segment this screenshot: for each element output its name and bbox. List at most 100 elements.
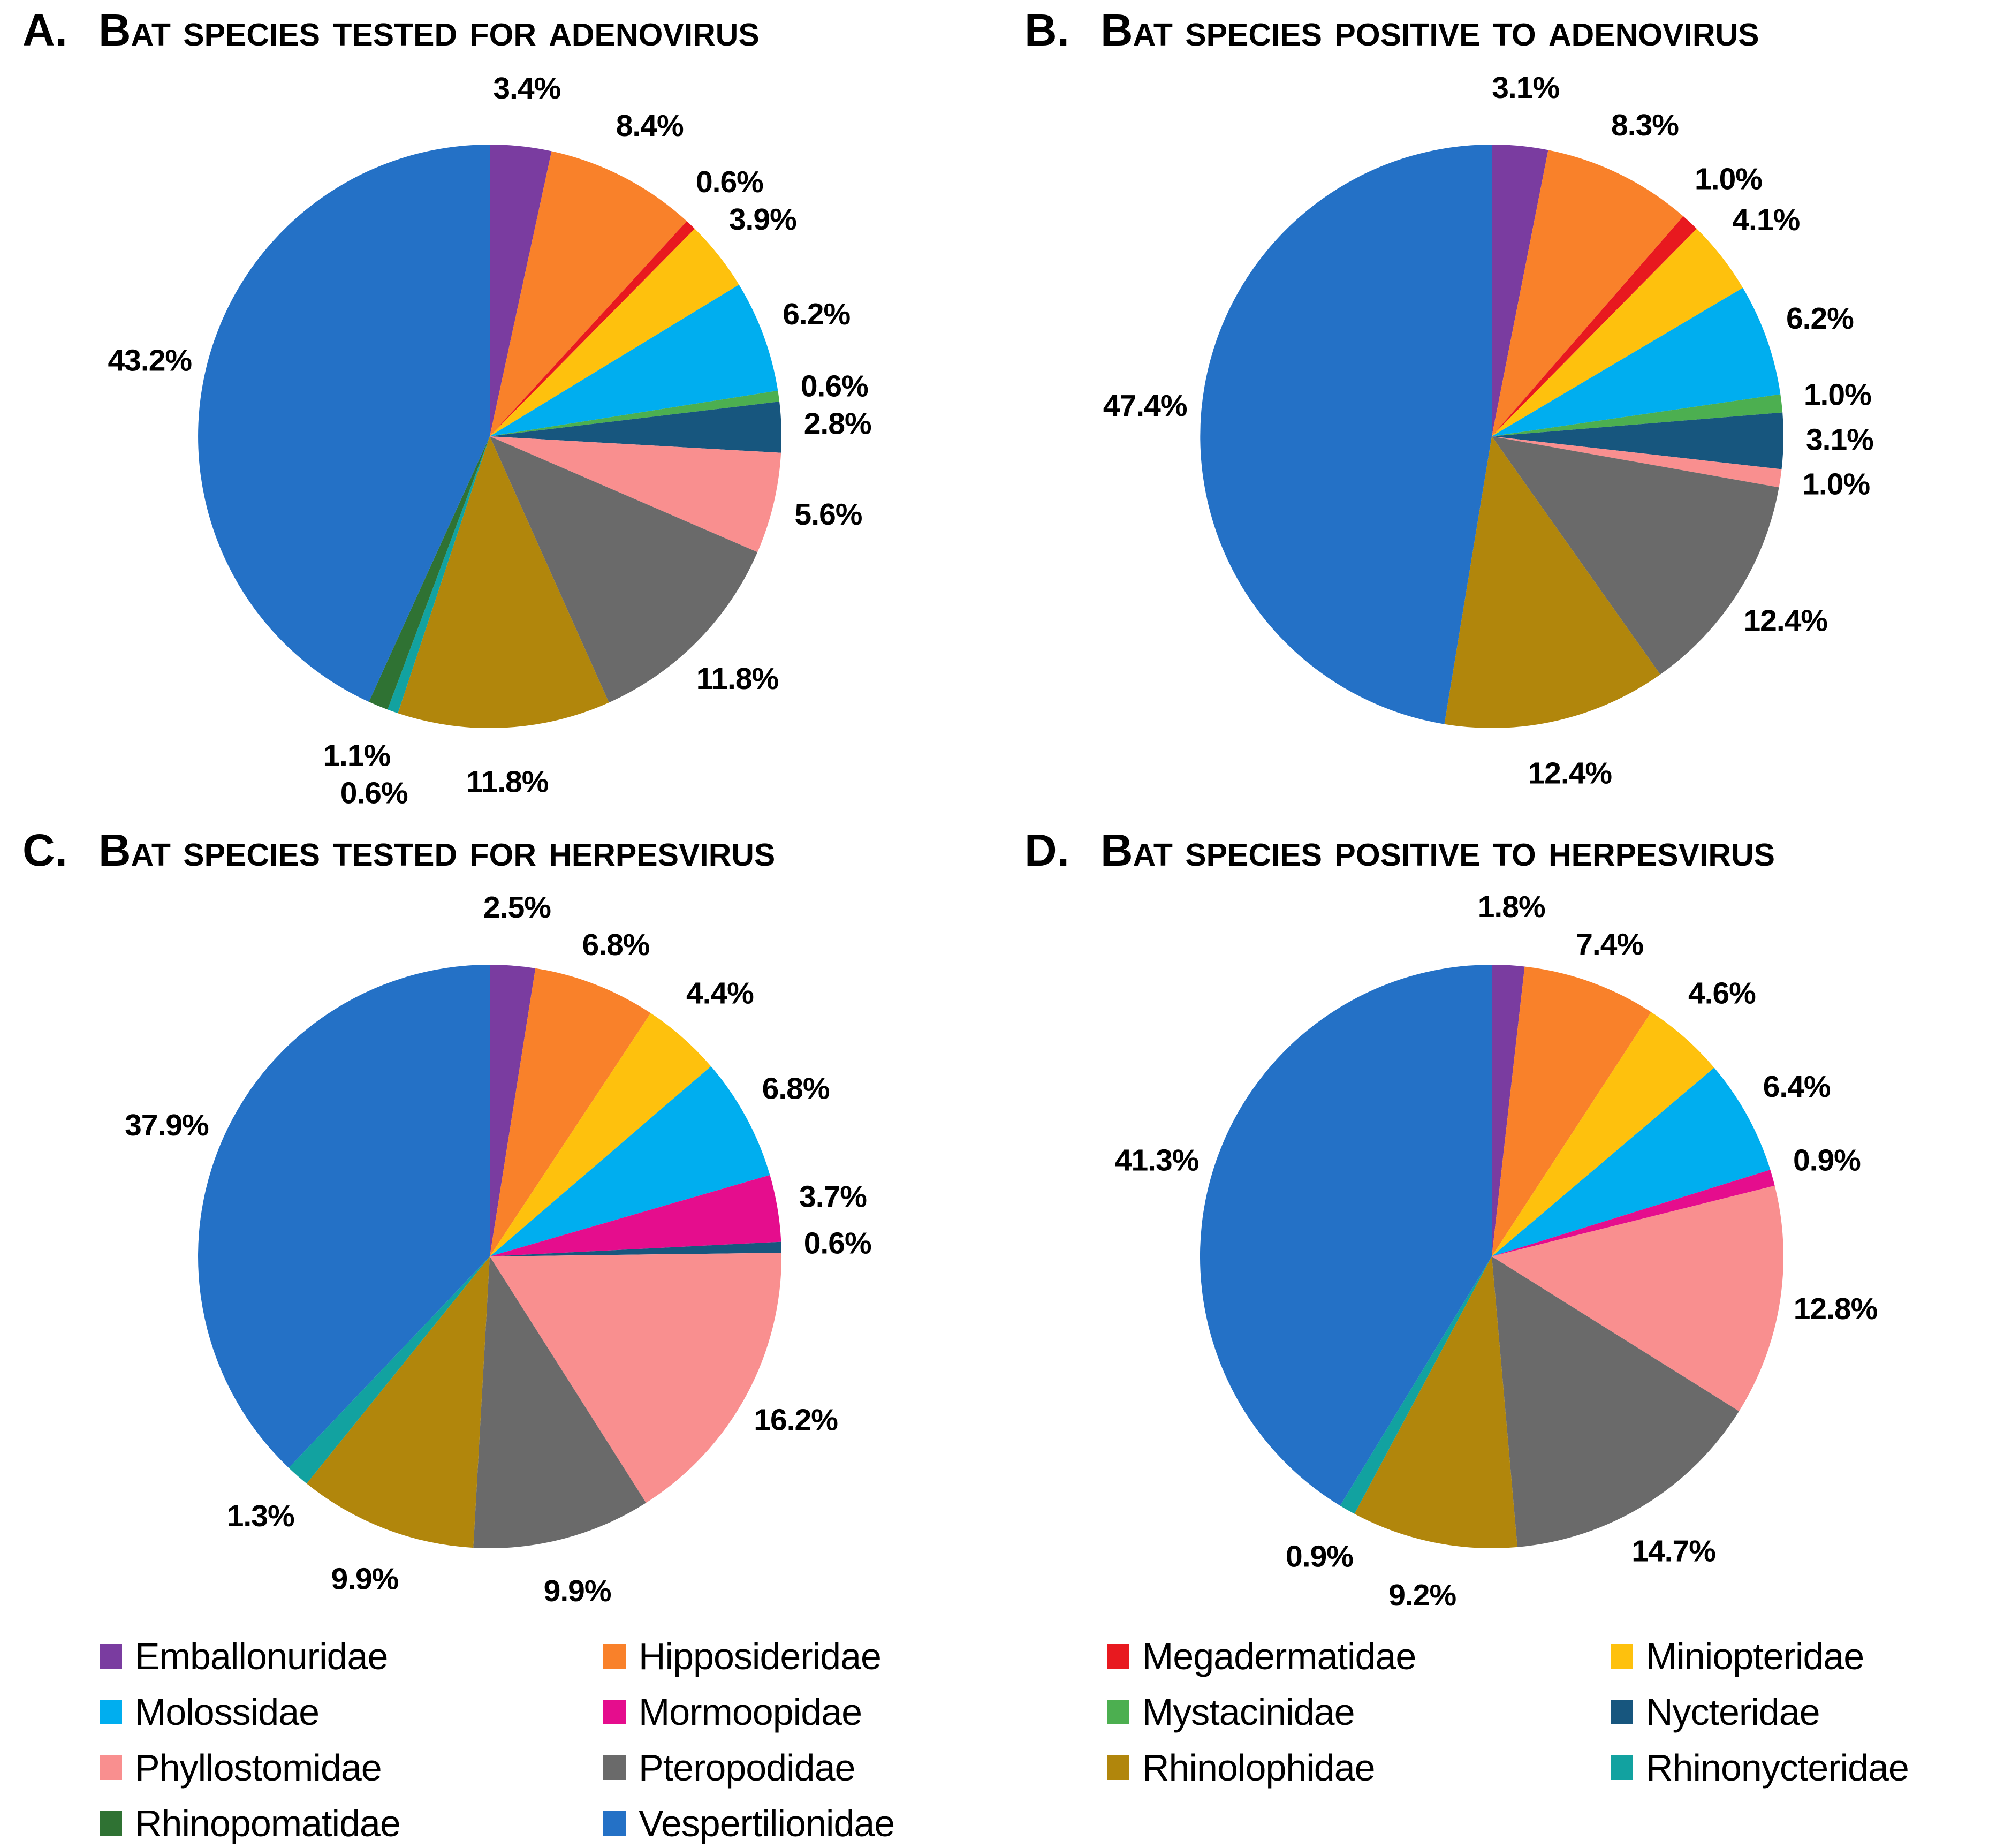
pie-slice-miniopteridae: [490, 229, 739, 436]
pie-slice-rhinonycteridae: [289, 1256, 490, 1484]
pie-slice-mormoopidae: [1492, 1170, 1775, 1256]
pie-chart-c: 2.5% 6.8% 4.4% 6.8% 3.7% 0.6% 16.2% 9.9% 9.9% 1.3…: [125, 890, 872, 1608]
slice-percent-label: 9.9%: [331, 1562, 398, 1596]
legend-swatch-mormoopidae: [603, 1700, 626, 1724]
legend-swatch-mystacinidae: [1107, 1700, 1129, 1724]
pie-slice-hipposideridae: [1492, 966, 1651, 1256]
pie-slice-megadermatidae: [1492, 216, 1697, 436]
pie-slice-phyllostomidae: [1492, 436, 1782, 488]
slice-percent-label: 0.6%: [804, 1226, 871, 1261]
pie-chart-a: 3.4%8.4%0.6%3.9%6.2%0.6%2.8%5.6%11.8%11.…: [108, 71, 871, 811]
pie-slice-nycteridae: [490, 402, 781, 453]
panel-title-text-d: Bat species positive to herpesvirus: [1100, 825, 1775, 875]
pie-slice-emballonuridae: [1492, 145, 1548, 436]
legend-item-hipposideridae: Hipposideridae: [603, 1629, 1107, 1684]
panel-b: B. Bat species positive to adenovirus 3.…: [1002, 0, 2004, 817]
slice-percent-label: 12.4%: [1743, 603, 1827, 638]
slice-percent-label: 4.4%: [686, 976, 754, 1010]
legend-item-rhinolophidae: Rhinolophidae: [1107, 1740, 1611, 1796]
pie-slice-rhinolophidae: [1444, 436, 1660, 728]
legend-label-mormoopidae: Mormoopidae: [639, 1691, 862, 1733]
panel-title-c: C. Bat species tested for herpesvirus: [22, 824, 775, 876]
panel-title-b: B. Bat species positive to adenovirus: [1024, 4, 1759, 56]
legend-item-megadermatidae: Megadermatidae: [1107, 1629, 1611, 1684]
legend-label-nycteridae: Nycteridae: [1646, 1691, 1820, 1733]
pie-slice-pteropodidae: [1492, 1256, 1739, 1547]
panel-d: D. Bat species positive to herpesvirus 1…: [1002, 820, 2004, 1637]
pie-slice-rhinolophidae: [398, 436, 609, 729]
pie-slice-miniopteridae: [1492, 229, 1743, 436]
pie-slice-hipposideridae: [490, 151, 687, 436]
pie-slice-vespertilionidae: [198, 145, 490, 702]
slice-percent-label: 5.6%: [795, 497, 862, 532]
pie-slice-megadermatidae: [490, 221, 695, 436]
slice-percent-label: 11.8%: [466, 764, 549, 799]
pie-chart-b: 3.1% 8.3% 1.0% 4.1% 6.2% 1.0% 3.1% 1.0% 12.4% 12.…: [1103, 71, 1874, 790]
legend-label-phyllostomidae: Phyllostomidae: [135, 1747, 382, 1789]
slice-percent-label: 1.0%: [1804, 378, 1871, 412]
slice-percent-label: 0.6%: [340, 776, 408, 811]
slice-percent-label: 6.2%: [783, 297, 850, 331]
slice-percent-label: 3.4%: [493, 71, 560, 105]
legend-label-miniopteridae: Miniopteridae: [1646, 1635, 1864, 1677]
pie-slice-molossidae: [1492, 1067, 1771, 1256]
legend-label-rhinopomatidae: Rhinopomatidae: [135, 1802, 401, 1844]
legend-label-megadermatidae: Megadermatidae: [1142, 1635, 1416, 1677]
pie-slice-molossidae: [490, 284, 778, 436]
pie-slice-phyllostomidae: [490, 1253, 782, 1503]
slice-percent-label: 2.5%: [483, 890, 551, 925]
panel-title-text-c: Bat species tested for herpesvirus: [98, 825, 776, 875]
legend-label-vespertilionidae: Vespertilionidae: [639, 1802, 895, 1844]
panel-letter-c: C.: [22, 825, 67, 875]
legend-label-molossidae: Molossidae: [135, 1691, 320, 1733]
legend-swatch-megadermatidae: [1107, 1644, 1129, 1669]
pie-slice-emballonuridae: [490, 145, 552, 436]
slice-percent-label: 4.6%: [1688, 976, 1756, 1010]
slice-percent-label: 0.6%: [696, 165, 763, 199]
slice-percent-label: 47.4%: [1103, 389, 1187, 423]
pie-slice-miniopteridae: [490, 1013, 711, 1256]
panel-letter-a: A.: [22, 5, 67, 55]
legend-swatch-vespertilionidae: [603, 1811, 626, 1836]
pie-slice-pteropodidae: [1492, 436, 1779, 675]
slice-percent-label: 3.7%: [799, 1179, 867, 1214]
panel-title-text-a: Bat species tested for adenovirus: [98, 5, 760, 55]
panel-title-a: A. Bat species tested for adenovirus: [22, 4, 760, 56]
legend-item-miniopteridae: Miniopteridae: [1611, 1629, 2004, 1684]
legend-swatch-nycteridae: [1611, 1700, 1633, 1724]
slice-percent-label: 1.3%: [227, 1499, 294, 1533]
legend-swatch-emballonuridae: [100, 1644, 122, 1669]
pie-slice-emballonuridae: [490, 965, 536, 1256]
legend-item-phyllostomidae: Phyllostomidae: [100, 1740, 603, 1796]
legend-item-molossidae: Molossidae: [100, 1684, 603, 1740]
slice-percent-label: 41.3%: [1115, 1143, 1199, 1178]
pie-slice-vespertilionidae: [1200, 145, 1492, 724]
pie-slice-mormoopidae: [490, 1175, 781, 1256]
legend-item-emballonuridae: Emballonuridae: [100, 1629, 603, 1684]
legend-swatch-rhinopomatidae: [100, 1811, 122, 1836]
panel-c: C. Bat species tested for herpesvirus 2.…: [0, 820, 1002, 1637]
legend-label-hipposideridae: Hipposideridae: [639, 1635, 882, 1677]
slice-percent-label: 11.8%: [696, 662, 779, 696]
pie-slice-rhinolophidae: [306, 1256, 490, 1548]
legend-item-mystacinidae: Mystacinidae: [1107, 1684, 1611, 1740]
legend: Emballonuridae Hipposideridae Megadermatid…: [0, 1629, 2004, 1848]
slice-percent-label: 1.1%: [323, 739, 390, 773]
slice-percent-label: 43.2%: [108, 343, 192, 377]
pie-slice-rhinonycteridae: [388, 436, 490, 714]
panel-letter-b: B.: [1024, 5, 1069, 55]
slice-percent-label: 12.8%: [1794, 1292, 1878, 1326]
slice-percent-label: 6.4%: [1763, 1070, 1831, 1104]
pie-slice-pteropodidae: [473, 1256, 646, 1548]
panel-a: A. Bat species tested for adenovirus 3.4…: [0, 0, 1002, 817]
legend-label-mystacinidae: Mystacinidae: [1142, 1691, 1355, 1733]
panel-title-d: D. Bat species positive to herpesvirus: [1024, 824, 1775, 876]
pie-slice-rhinopomatidae: [369, 436, 490, 710]
slice-percent-label: 37.9%: [125, 1108, 209, 1142]
slice-percent-label: 6.8%: [582, 928, 650, 962]
pie-slice-hipposideridae: [490, 968, 651, 1256]
legend-swatch-rhinonycteridae: [1611, 1755, 1633, 1780]
slice-percent-label: 9.9%: [544, 1574, 611, 1608]
pie-slice-mystacinidae: [1492, 394, 1783, 436]
slice-percent-label: 0.9%: [1793, 1143, 1861, 1178]
